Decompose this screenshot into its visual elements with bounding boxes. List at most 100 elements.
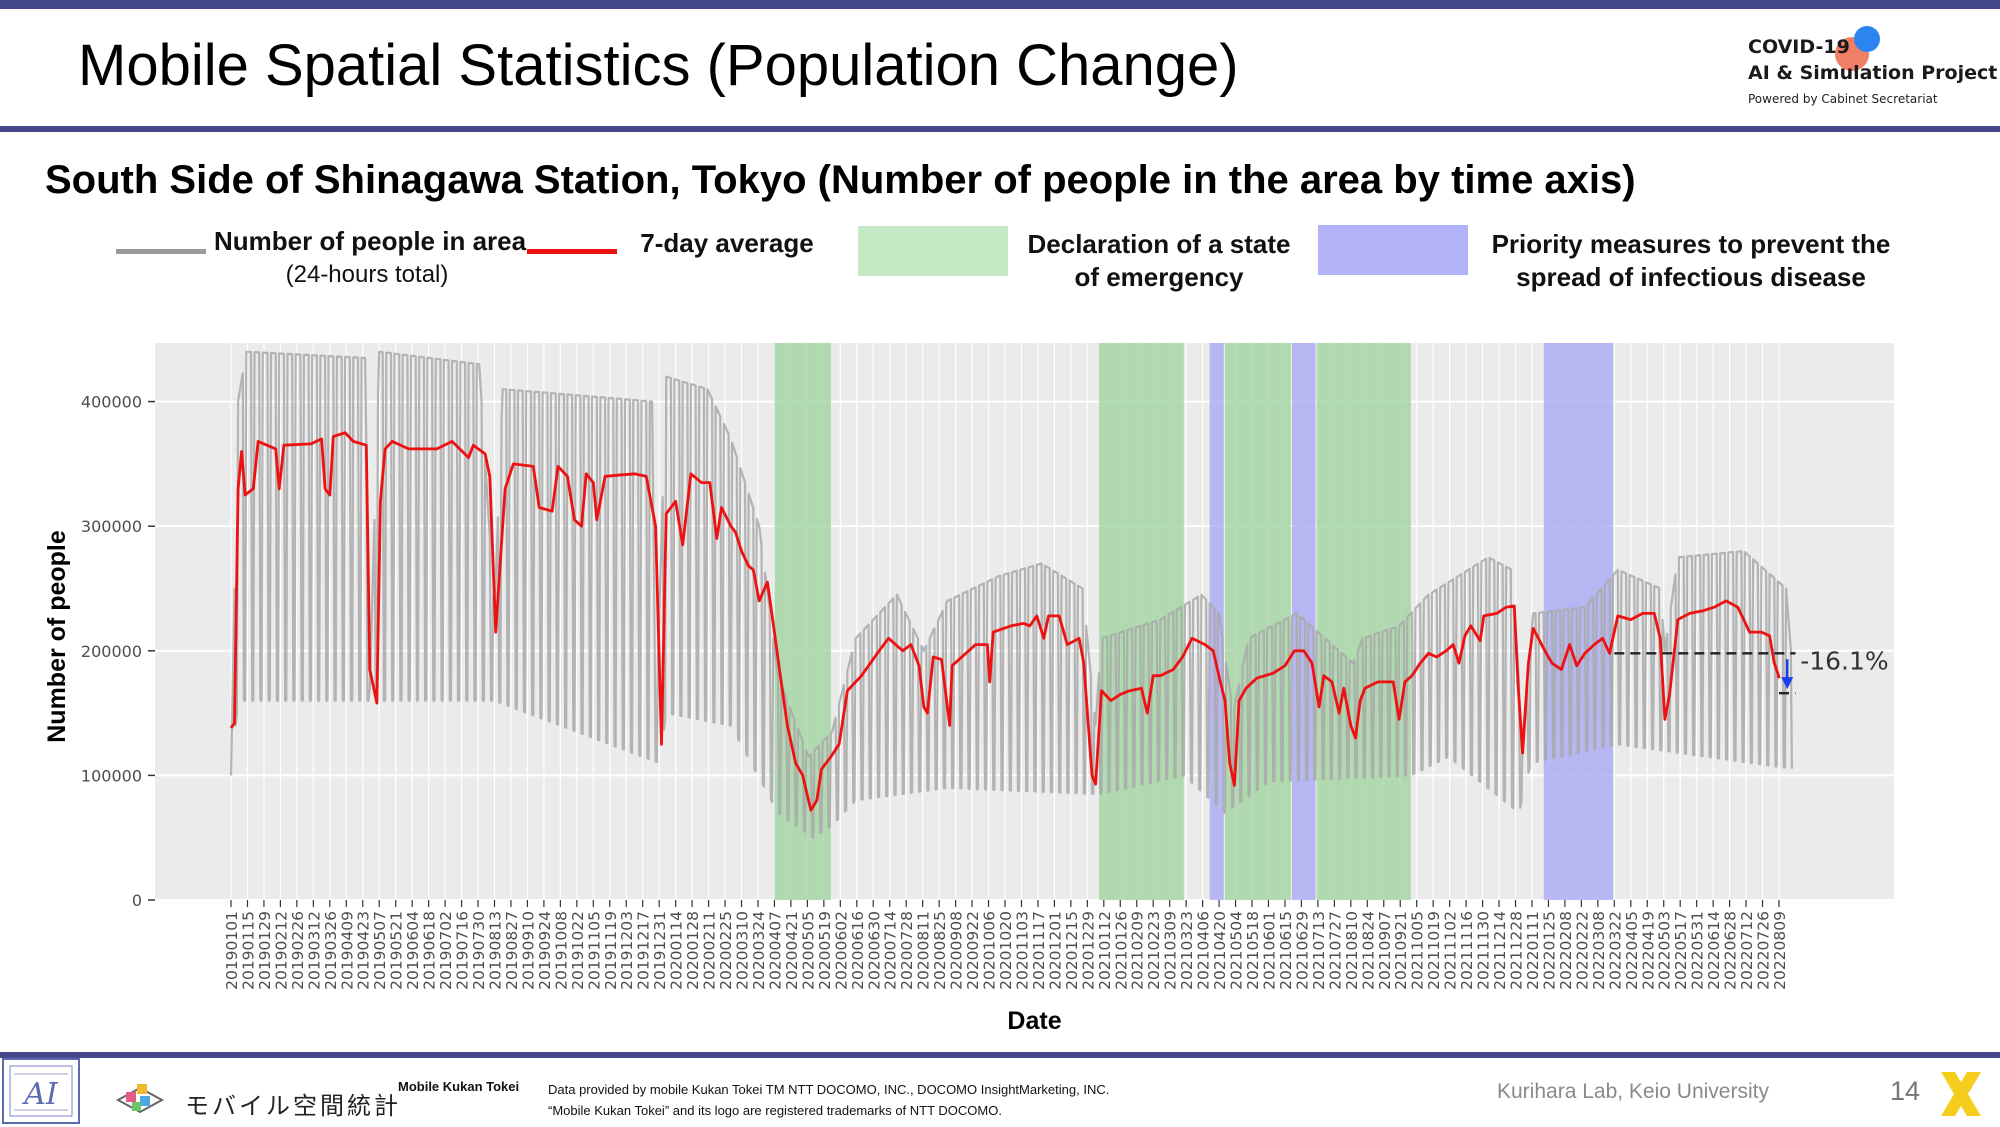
x-tick-label: 20220531 <box>1689 911 1707 990</box>
legend-label-priority: Priority measures to prevent the spread … <box>1476 228 1906 294</box>
x-tick-label: 20220208 <box>1557 911 1575 990</box>
footer-attribution: Data provided by mobile Kukan Tokei TM N… <box>548 1079 1109 1121</box>
y-tick-label: 400000 <box>81 393 142 412</box>
legend-swatch-priority <box>1318 225 1468 275</box>
legend-people-line2: (24-hours total) <box>285 261 449 288</box>
x-tick-label: 20190212 <box>272 911 290 990</box>
legend-priority-line1: Priority measures to prevent the <box>1491 229 1891 259</box>
x-tick-label: 20200421 <box>783 911 801 990</box>
footer-note-line1: Data provided by mobile Kukan Tokei TM N… <box>548 1082 1110 1097</box>
footer-note-line2: “Mobile Kukan Tokei” and its logo are re… <box>548 1103 1002 1118</box>
legend-emergency-line1: Declaration of a state <box>1027 229 1291 259</box>
slide-title: Mobile Spatial Statistics (Population Ch… <box>78 33 1239 98</box>
emergency-band <box>1099 343 1184 900</box>
x-tick-label: 20201020 <box>997 911 1015 990</box>
x-tick-label: 20220628 <box>1722 911 1740 990</box>
x-tick-label: 20200630 <box>865 911 883 990</box>
x-tick-label: 20190326 <box>322 911 340 990</box>
x-tick-label: 20201201 <box>1046 911 1064 990</box>
x-tick-label: 20190910 <box>519 911 537 990</box>
y-axis-title: Number of people <box>43 530 71 743</box>
legend-label-avg: 7-day average <box>640 228 814 258</box>
x-tick-label: 20200825 <box>931 911 949 990</box>
title-divider <box>0 126 2000 132</box>
x-tick-label: 20190924 <box>536 911 554 990</box>
chart-title: South Side of Shinagawa Station, Tokyo (… <box>45 158 1636 202</box>
seven-day-average-line <box>229 431 1781 812</box>
x-tick-label: 20190507 <box>371 911 389 990</box>
x-tick-label: 20200211 <box>701 911 719 990</box>
y-tick-label: 0 <box>132 891 142 910</box>
x-tick-label: 20201103 <box>1013 911 1031 990</box>
priority-measures-band <box>1292 343 1316 900</box>
x-tick-label: 20220712 <box>1738 911 1756 990</box>
x-tick-label: 20220614 <box>1705 911 1723 990</box>
x-tick-label: 20210810 <box>1343 911 1361 990</box>
x-tick-label: 20191203 <box>618 911 636 990</box>
x-tick-label: 20190716 <box>454 911 472 990</box>
priority-measures-band <box>1209 343 1224 900</box>
x-tick-label: 20210727 <box>1326 911 1344 990</box>
x-tick-label: 20190702 <box>437 911 455 990</box>
x-tick-label: 20200114 <box>668 911 686 990</box>
x-tick-label: 20200519 <box>816 911 834 990</box>
x-tick-label: 20220419 <box>1639 911 1657 990</box>
x-tick-label: 20200505 <box>799 911 817 990</box>
x-tick-label: 20200310 <box>734 911 752 990</box>
x-tick-label: 20191231 <box>651 911 669 990</box>
footer-logo-text: モバイル空間統計 <box>185 1093 401 1120</box>
x-tick-label: 20190618 <box>421 911 439 990</box>
x-tick-label: 20200728 <box>898 911 916 990</box>
legend-priority-line2: spread of infectious disease <box>1516 262 1866 292</box>
legend-swatch-people <box>116 249 206 254</box>
x-tick-label: 20211228 <box>1508 911 1526 990</box>
x-tick-label: 20200225 <box>717 911 735 990</box>
x-tick-label: 20210126 <box>1112 911 1130 990</box>
x-tick-label: 20211005 <box>1409 911 1427 990</box>
x-tick-label: 20210504 <box>1228 911 1246 990</box>
x-tick-label: 20190312 <box>305 911 323 990</box>
x-tick-label: 20220222 <box>1573 911 1591 990</box>
x-tick-label: 20190730 <box>470 911 488 990</box>
legend-emergency-line2: of emergency <box>1074 262 1244 292</box>
footer-lab-name: Kurihara Lab, Keio University <box>1497 1080 1769 1103</box>
x-tick-label: 20191119 <box>602 911 620 990</box>
x-tick-label: 20190604 <box>404 911 422 990</box>
brand-line-2: AI & Simulation Project <box>1748 62 1998 84</box>
y-tick-label: 300000 <box>81 517 142 536</box>
svg-text:AI: AI <box>21 1077 59 1112</box>
brand-line-3: Powered by Cabinet Secretariat <box>1748 92 1938 106</box>
x-tick-label: 20190813 <box>486 911 504 990</box>
x-tick-label: 20200714 <box>882 911 900 990</box>
x-tick-label: 20210824 <box>1359 911 1377 990</box>
lab-logo: AI <box>2 1058 80 1124</box>
x-tick-label: 20190115 <box>239 911 257 990</box>
x-tick-label: 20201215 <box>1063 911 1081 990</box>
x-tick-label: 20190423 <box>355 911 373 990</box>
x-tick-label: 20211130 <box>1475 911 1493 990</box>
x-logo-icon <box>1941 1072 1981 1116</box>
x-tick-label: 20190827 <box>503 911 521 990</box>
x-tick-label: 20190129 <box>256 911 274 990</box>
legend-swatch-avg <box>527 249 617 254</box>
blue-circle-icon <box>1854 26 1880 52</box>
footer-divider <box>0 1052 2000 1058</box>
x-tick-label: 20210209 <box>1129 911 1147 990</box>
x-tick-label: 20220517 <box>1672 911 1690 990</box>
x-tick-label: 20220405 <box>1623 911 1641 990</box>
x-tick-label: 20211214 <box>1491 911 1509 990</box>
x-tick-label: 20210323 <box>1178 911 1196 990</box>
x-tick-label: 20191022 <box>569 911 587 990</box>
x-tick-label: 20210223 <box>1145 911 1163 990</box>
brand-line-1: COVID-19 <box>1748 36 1850 58</box>
legend-label-people: Number of people in area (24-hours total… <box>214 225 526 291</box>
x-tick-label: 20210112 <box>1096 911 1114 990</box>
x-tick-label: 20210907 <box>1376 911 1394 990</box>
x-tick-label: 20211116 <box>1458 911 1476 990</box>
x-tick-label: 20200908 <box>948 911 966 990</box>
y-tick-label: 200000 <box>81 642 142 661</box>
x-tick-label: 20200616 <box>849 911 867 990</box>
x-tick-label: 20200407 <box>766 911 784 990</box>
x-tick-label: 20210601 <box>1260 911 1278 990</box>
x-tick-label: 20201006 <box>981 911 999 990</box>
